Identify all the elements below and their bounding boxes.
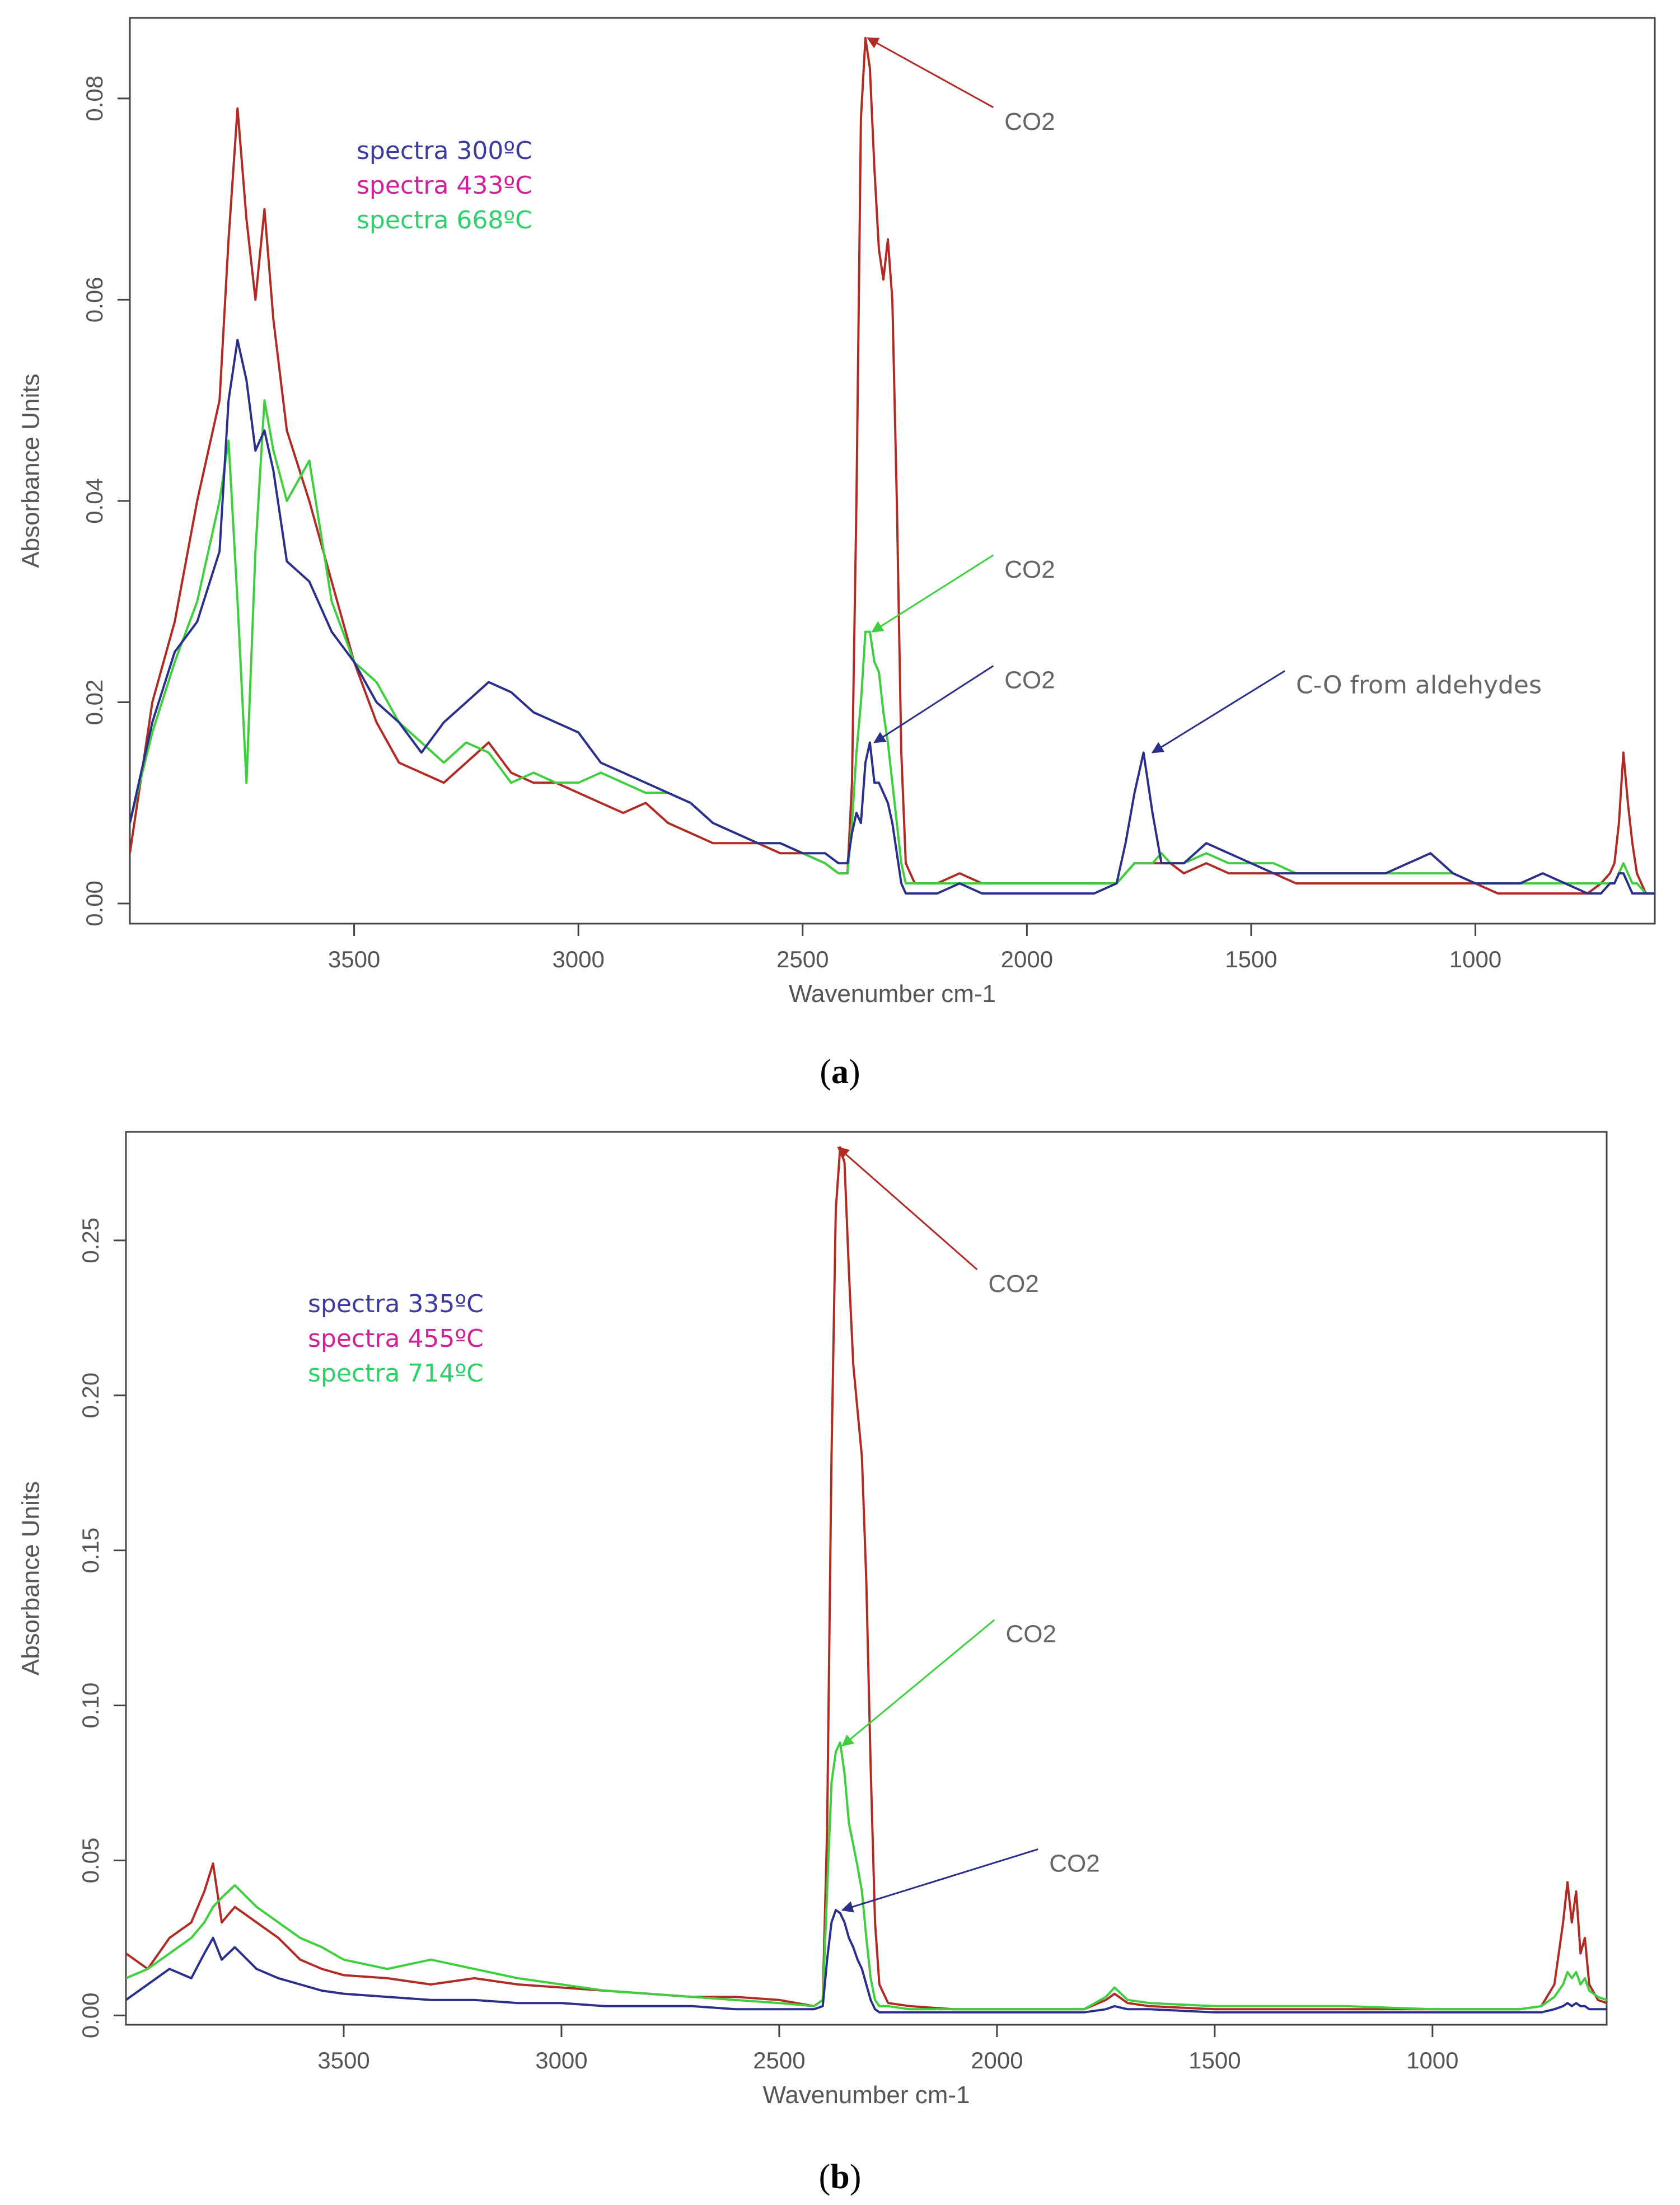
x-tick-label: 1000 <box>1406 2047 1458 2073</box>
y-axis-title: Absorbance Units <box>17 1481 45 1675</box>
x-tick-label: 2000 <box>971 2047 1023 2073</box>
x-tick-label: 3000 <box>535 2047 587 2073</box>
x-tick-label: 2000 <box>1001 946 1053 972</box>
y-tick-label: 0.10 <box>77 1683 104 1729</box>
annotation-arrow <box>841 1848 1038 1913</box>
series-line <box>126 1741 1607 2011</box>
annotation-arrow <box>841 1619 995 1747</box>
panel-label-a: (a) <box>820 1053 860 1091</box>
y-tick-label: 0.05 <box>77 1838 104 1884</box>
legend-entry: spectra 300ºC <box>357 137 532 165</box>
annotation-label: CO2 <box>1004 556 1055 583</box>
x-axis-title: Wavenumber cm-1 <box>762 2081 970 2109</box>
series-line <box>130 37 1655 895</box>
series-line <box>130 339 1655 895</box>
y-tick-label: 0.15 <box>77 1528 104 1574</box>
annotation-label: CO2 <box>1005 1621 1056 1648</box>
y-tick-label: 0.20 <box>77 1373 104 1418</box>
legend-entry: spectra 433ºC <box>357 171 532 200</box>
y-tick-label: 0.04 <box>81 478 107 524</box>
annotation-label: CO2 <box>988 1270 1038 1298</box>
annotation-label: C-O from aldehydes <box>1296 671 1542 700</box>
x-tick-label: 3000 <box>552 946 604 972</box>
legend-entry: spectra 714ºC <box>308 1359 484 1388</box>
y-tick-label: 0.00 <box>81 881 107 926</box>
chart-a: 3500 3000 2500 2000 1500 1000 0.00 0.02 0.04 0.06… <box>17 17 1656 1008</box>
x-tick-label: 3500 <box>317 2047 369 2073</box>
chart-b: 3500 3000 2500 2000 1500 1000 0.00 0.05 0.10 0.15… <box>17 1131 1608 2109</box>
legend-entry: spectra 455ºC <box>308 1324 484 1353</box>
x-tick-label: 1500 <box>1225 946 1277 972</box>
figure-panel-a: 3500 3000 2500 2000 1500 1000 0.00 0.02 0.04 0.06… <box>17 17 1656 1091</box>
x-tick-label: 2500 <box>753 2047 805 2073</box>
x-tick-label: 1500 <box>1188 2047 1241 2073</box>
x-tick-label: 1000 <box>1449 946 1501 972</box>
x-tick-label: 2500 <box>776 946 829 972</box>
x-axis-title: Wavenumber cm-1 <box>789 980 996 1008</box>
annotation-arrow <box>867 37 994 109</box>
figure-panel-b: 3500 3000 2500 2000 1500 1000 0.00 0.05 0.10 0.15… <box>0 1108 1680 2205</box>
y-tick-label: 0.02 <box>81 680 107 725</box>
x-tick-label: 3500 <box>328 946 380 972</box>
y-tick-label: 0.25 <box>77 1218 104 1263</box>
series-line <box>126 1909 1607 2014</box>
y-tick-label: 0.06 <box>81 277 107 323</box>
annotation-label: CO2 <box>1004 108 1055 135</box>
annotation-arrow <box>1151 670 1285 753</box>
y-tick-label: 0.00 <box>77 1993 104 2039</box>
annotation-arrow <box>873 665 994 743</box>
legend-entry: spectra 335ºC <box>308 1290 484 1318</box>
y-axis-title: Absorbance Units <box>17 373 45 568</box>
annotation-label: CO2 <box>1004 667 1055 694</box>
annotation-arrow <box>871 554 994 633</box>
legend-entry: spectra 668ºC <box>357 206 532 235</box>
annotation-arrow <box>837 1146 978 1270</box>
y-tick-label: 0.08 <box>81 76 107 121</box>
panel-label-b: (b) <box>818 2158 862 2196</box>
annotation-label: CO2 <box>1049 1850 1099 1877</box>
